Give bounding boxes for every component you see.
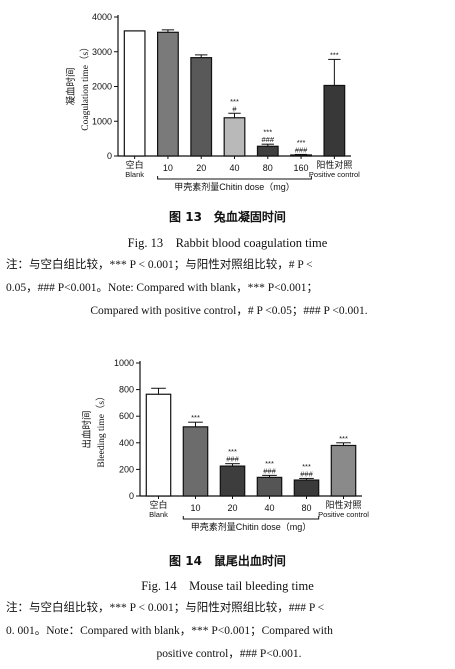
bar [223,117,246,157]
bleeding-chart: 0 200 400 600 800 1000 出血时间 Bleeding time（s） 空白B… [81,358,369,532]
figure-13-note-line2: 0.05，### P<0.001。Note: Compared with bla… [6,282,318,294]
dose-group-bracket [182,516,320,520]
x-tick-label: 80 [301,503,311,513]
x-tick-label: 80 [263,163,273,173]
x-tick-label: 20 [196,163,206,173]
figure-14-caption-en: Fig. 14 Mouse tail bleeding time [141,579,314,593]
x-axis-group-label: 甲壳素剂量Chitin dose（mg） [191,521,312,532]
x-tick-label: 空白 [149,499,167,510]
x-tick-label-en: Positive control [318,510,369,519]
y-tick-label: 1000 [114,358,134,368]
x-tick-label-en: Blank [125,170,144,179]
figure-14-caption-cn: 图 14 鼠尾出血时间 [169,554,286,568]
y-tick-label: 4000 [92,12,112,22]
significance-mark: ### [295,145,308,154]
y-tick-label: 200 [119,464,134,474]
bar [157,31,179,157]
x-tick-label: 20 [227,503,237,513]
y-axis-title-cn: 凝血时间 [65,67,77,105]
figure-14-note-line1: 注：与空白组比较，*** P < 0.001；与阳性对照组比较，### P < [6,602,325,614]
bar [256,145,279,157]
significance-mark: ### [263,466,276,475]
figure-14-note-line2: 0. 001。Note：Compared with blank，*** P<0.… [6,625,333,637]
bar [330,444,357,497]
significance-mark: ### [226,455,239,464]
coagulation-chart: 0 1000 2000 3000 4000 凝血时间 Coagulation time（s）… [65,12,360,192]
x-tick-label: 10 [190,503,200,513]
significance-mark: *** [330,50,339,59]
bar [256,476,283,497]
figure-13-caption-en: Fig. 13 Rabbit blood coagulation time [127,236,328,250]
x-tick-label-en: Positive control [309,170,360,179]
figure-13-caption-cn: 图 13 兔血凝固时间 [169,210,286,224]
figure-13-note-line3: Compared with positive control，# P <0.05… [90,305,368,317]
x-axis-group-label: 甲壳素剂量Chitin dose（mg） [174,181,295,192]
bar [145,393,172,497]
y-tick-label: 800 [119,385,134,395]
significance-mark: ### [300,469,313,478]
bar [190,57,213,157]
y-tick-label: 1000 [92,116,112,126]
significance-mark: *** [191,413,200,422]
y-axis-title-en: Bleeding time（s） [95,391,107,467]
x-tick-label: 阳性对照 [325,499,361,510]
x-tick-label: 10 [163,163,173,173]
significance-mark: *** [339,434,348,443]
y-axis-title-cn: 出血时间 [81,410,93,448]
x-tick-label: 40 [229,163,239,173]
significance-mark: *** [265,459,274,468]
y-tick-label: 0 [107,151,112,161]
significance-mark: ### [262,135,275,144]
y-tick-label: 400 [119,438,134,448]
figure-13-note-line1: 注：与空白组比较，*** P < 0.001；与阳性对照组比较，# P < [6,259,313,271]
significance-mark: *** [263,128,272,137]
significance-mark: *** [297,138,306,147]
significance-mark: *** [228,447,237,456]
y-tick-label: 0 [129,491,134,501]
y-tick-label: 2000 [92,82,112,92]
y-tick-label: 600 [119,411,134,421]
x-tick-label: 160 [294,163,309,173]
y-axis-title-en: Coagulation time（s） [79,42,91,130]
y-tick-label: 3000 [92,47,112,57]
x-tick-label: 空白 [126,159,144,170]
bar [123,30,146,157]
figure-14-note: 注：与空白组比较，*** P < 0.001；与阳性对照组比较，### P < … [6,597,452,666]
figure-14-note-line3: positive control，### P<0.001. [156,648,302,660]
bar [323,84,346,157]
significance-mark: *** [302,462,311,471]
bar [290,154,312,157]
x-tick-label: 40 [264,503,274,513]
dose-group-bracket [157,176,312,180]
significance-mark: # [232,104,237,113]
x-tick-label-en: Blank [149,510,168,519]
figure-13-note: 注：与空白组比较，*** P < 0.001；与阳性对照组比较，# P < 0.… [6,254,452,323]
bar [219,465,246,497]
bar [182,426,209,497]
significance-mark: *** [230,97,239,106]
bar [293,479,320,497]
x-tick-label: 阳性对照 [316,159,352,170]
